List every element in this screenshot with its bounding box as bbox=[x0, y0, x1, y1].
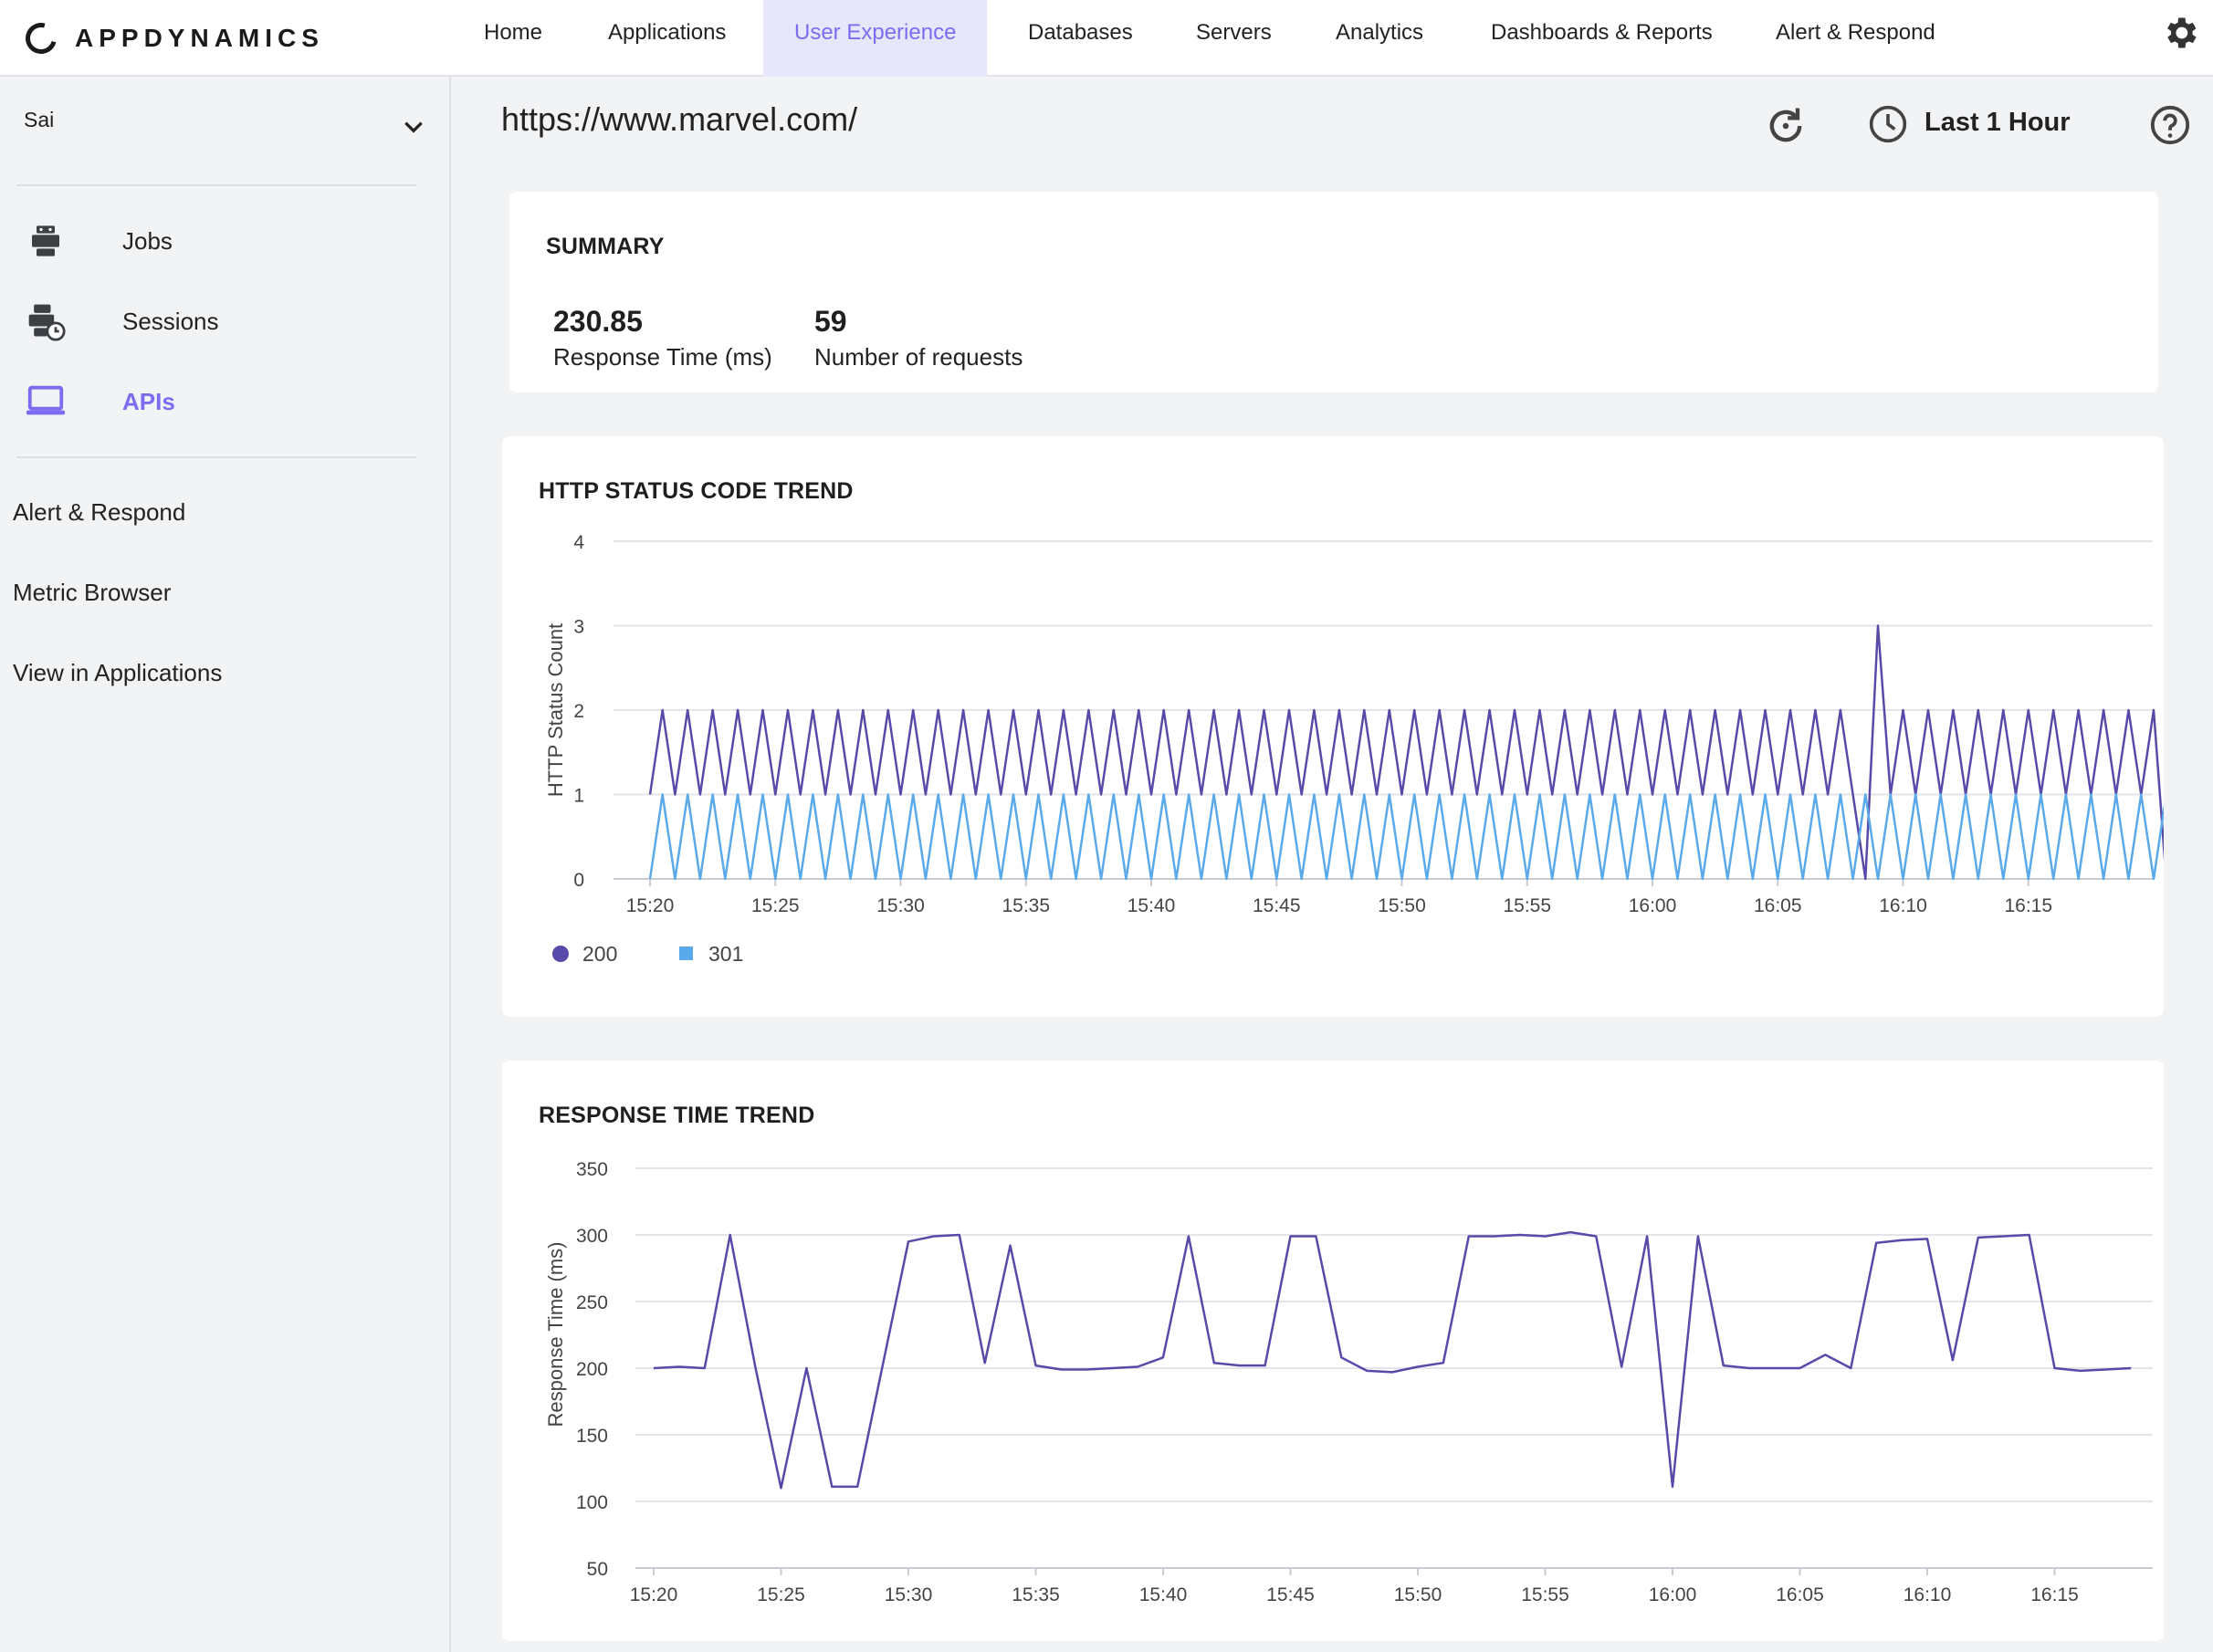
nav-databases[interactable]: Databases bbox=[1028, 20, 1133, 45]
logo-icon bbox=[19, 16, 63, 60]
sidebar-link-metric-browser[interactable]: Metric Browser bbox=[13, 579, 172, 606]
series-line-200 bbox=[648, 624, 2164, 881]
x-tick-label: 15:50 bbox=[1394, 1584, 1442, 1605]
x-tick-label: 15:20 bbox=[626, 895, 675, 916]
nav-home[interactable]: Home bbox=[484, 20, 543, 45]
x-tick-label: 15:30 bbox=[876, 895, 925, 916]
response-time-chart-title: RESPONSE TIME TREND bbox=[539, 1103, 815, 1128]
brand-name: APPDYNAMICS bbox=[75, 24, 324, 52]
x-tick-label: 15:40 bbox=[1139, 1584, 1188, 1605]
chart-legend: 200 301 bbox=[552, 942, 743, 966]
response-time-card: RESPONSE TIME TREND Response Time (ms) 5… bbox=[502, 1061, 2164, 1641]
series-line-response-time bbox=[653, 1230, 2132, 1490]
x-tick-label: 15:35 bbox=[1002, 895, 1050, 916]
x-tick-label: 16:15 bbox=[2030, 1584, 2079, 1605]
x-tick-label: 15:35 bbox=[1012, 1584, 1060, 1605]
series-line-301 bbox=[648, 793, 2164, 881]
sidebar-link-view-in-applications[interactable]: View in Applications bbox=[13, 659, 223, 686]
x-tick-label: 16:10 bbox=[1904, 1584, 1952, 1605]
sidebar-item-label: Sessions bbox=[122, 307, 219, 335]
summary-card: SUMMARY 230.85 Response Time (ms) 59 Num… bbox=[509, 192, 2158, 392]
robot-clock-icon bbox=[24, 299, 68, 343]
laptop-icon bbox=[24, 380, 68, 423]
y-tick-label: 4 bbox=[573, 532, 584, 553]
y-axis-label: Response Time (ms) bbox=[544, 1242, 567, 1427]
y-tick-label: 2 bbox=[573, 701, 584, 722]
top-nav-bar: APPDYNAMICS Home Applications User Exper… bbox=[0, 0, 2213, 77]
x-tick-label: 16:15 bbox=[2004, 895, 2052, 916]
y-tick-label: 200 bbox=[576, 1359, 608, 1380]
nav-analytics[interactable]: Analytics bbox=[1336, 20, 1424, 45]
response-time-value: 230.85 bbox=[553, 305, 643, 338]
app-logo[interactable]: APPDYNAMICS bbox=[19, 16, 324, 60]
refresh-icon[interactable] bbox=[1762, 102, 1809, 150]
x-tick-label: 15:55 bbox=[1521, 1584, 1569, 1605]
y-tick-label: 350 bbox=[576, 1159, 608, 1180]
gear-icon[interactable] bbox=[2160, 13, 2200, 53]
http-status-chart-title: HTTP STATUS CODE TREND bbox=[539, 478, 854, 504]
response-time-chart: Response Time (ms) 50 100 150 200 250 300 350 1… bbox=[544, 1159, 2153, 1605]
user-name: Sai bbox=[24, 108, 55, 131]
sidebar-link-alert-respond[interactable]: Alert & Respond bbox=[13, 498, 186, 526]
y-tick-label: 3 bbox=[573, 617, 584, 638]
sidebar-item-apis[interactable]: APIs bbox=[24, 374, 425, 429]
sidebar: Sai Jobs Sessions APIs Alert & Respond M… bbox=[0, 77, 451, 1652]
sidebar-divider bbox=[16, 456, 416, 458]
nav-servers[interactable]: Servers bbox=[1196, 20, 1272, 45]
x-tick-label: 15:20 bbox=[630, 1584, 678, 1605]
y-tick-label: 250 bbox=[576, 1292, 608, 1313]
time-range-selector[interactable]: Last 1 Hour bbox=[1925, 108, 2071, 137]
y-tick-label: 300 bbox=[576, 1226, 608, 1247]
x-tick-label: 16:05 bbox=[1754, 895, 1802, 916]
x-tick-label: 15:25 bbox=[751, 895, 800, 916]
summary-title: SUMMARY bbox=[546, 234, 665, 259]
sidebar-item-label: Jobs bbox=[122, 226, 173, 255]
http-status-card: HTTP STATUS CODE TREND HTTP Status Count… bbox=[502, 436, 2164, 1017]
clock-icon[interactable] bbox=[1868, 104, 1908, 144]
x-tick-label: 16:05 bbox=[1776, 1584, 1824, 1605]
http-status-chart: HTTP Status Count 200 301 0 1 2 3 4 15:20 15:2… bbox=[544, 532, 2164, 966]
y-tick-label: 1 bbox=[573, 786, 584, 807]
request-count-value: 59 bbox=[814, 305, 847, 338]
nav-dashboards-reports[interactable]: Dashboards & Reports bbox=[1491, 20, 1713, 45]
y-axis-label: HTTP Status Count bbox=[544, 623, 567, 797]
y-tick-label: 0 bbox=[573, 870, 584, 891]
x-tick-label: 16:00 bbox=[1629, 895, 1677, 916]
x-tick-label: 15:55 bbox=[1503, 895, 1551, 916]
request-count-label: Number of requests bbox=[814, 343, 1023, 371]
x-tick-label: 15:50 bbox=[1378, 895, 1426, 916]
sidebar-item-jobs[interactable]: Jobs bbox=[24, 214, 425, 268]
x-tick-label: 15:30 bbox=[885, 1584, 933, 1605]
x-tick-label: 15:40 bbox=[1127, 895, 1176, 916]
x-tick-label: 16:10 bbox=[1879, 895, 1927, 916]
x-tick-label: 15:25 bbox=[757, 1584, 805, 1605]
y-tick-label: 150 bbox=[576, 1426, 608, 1447]
nav-applications[interactable]: Applications bbox=[608, 20, 727, 45]
nav-user-experience[interactable]: User Experience bbox=[763, 0, 988, 77]
x-tick-label: 15:45 bbox=[1253, 895, 1301, 916]
user-selector[interactable]: Sai bbox=[24, 108, 425, 148]
y-tick-label: 50 bbox=[587, 1559, 608, 1580]
x-tick-label: 15:45 bbox=[1266, 1584, 1315, 1605]
robot-icon bbox=[24, 219, 68, 263]
sidebar-item-label: APIs bbox=[122, 387, 175, 415]
help-icon[interactable] bbox=[2149, 104, 2191, 146]
legend-label-301: 301 bbox=[708, 942, 743, 966]
legend-marker-301 bbox=[679, 946, 693, 960]
nav-alert-respond[interactable]: Alert & Respond bbox=[1776, 20, 1935, 45]
legend-label-200: 200 bbox=[582, 942, 617, 966]
page-title: https://www.marvel.com/ bbox=[501, 100, 858, 138]
y-tick-label: 100 bbox=[576, 1492, 608, 1513]
sidebar-item-sessions[interactable]: Sessions bbox=[24, 294, 425, 349]
legend-marker-200 bbox=[552, 946, 569, 962]
response-time-label: Response Time (ms) bbox=[553, 343, 772, 371]
sidebar-divider bbox=[16, 184, 416, 186]
chevron-down-icon bbox=[404, 121, 423, 133]
x-tick-label: 16:00 bbox=[1649, 1584, 1697, 1605]
